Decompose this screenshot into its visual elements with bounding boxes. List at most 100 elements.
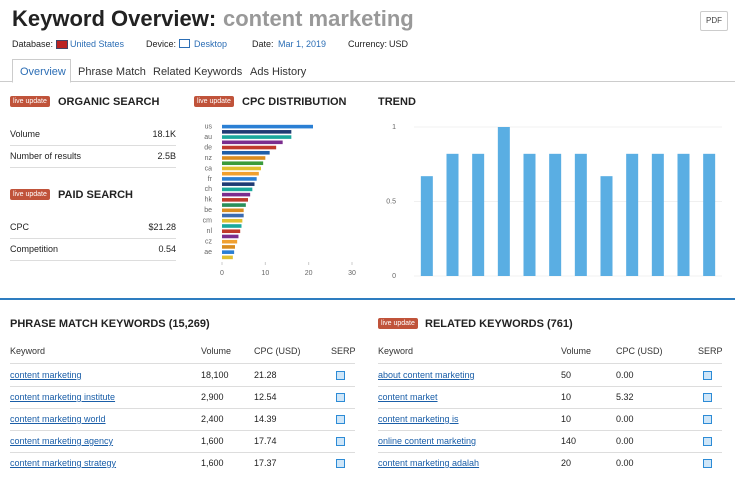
section-title: PHRASE MATCH KEYWORDS (15,269) xyxy=(10,318,210,330)
bar xyxy=(222,182,255,186)
cell: 5.32 xyxy=(616,392,634,402)
cell: 0.00 xyxy=(616,414,634,424)
cell: 17.37 xyxy=(254,458,277,468)
trend-chart: 00.51 xyxy=(386,124,722,280)
filter-value[interactable]: Mar 1, 2019 xyxy=(278,39,327,49)
filter-value[interactable]: United States xyxy=(70,39,125,49)
bar xyxy=(497,127,510,276)
keyword-link[interactable]: content marketing xyxy=(10,370,82,380)
row-divider xyxy=(378,408,722,409)
bar xyxy=(222,187,253,192)
bar xyxy=(446,153,459,276)
column-header: Keyword xyxy=(378,346,414,356)
keyword-link[interactable]: content marketing world xyxy=(10,414,106,424)
cell: 1,600 xyxy=(201,436,224,446)
bar xyxy=(222,192,251,197)
serp-icon[interactable] xyxy=(336,415,345,424)
metric-value: 0.54 xyxy=(158,244,176,254)
bar xyxy=(222,255,233,260)
metric-label: Number of results xyxy=(10,151,82,161)
y-tick-label: cm xyxy=(203,218,213,225)
bar xyxy=(222,156,266,160)
cell: 0.00 xyxy=(616,458,634,468)
bar xyxy=(523,153,536,276)
serp-icon[interactable] xyxy=(703,437,712,446)
cell: 21.28 xyxy=(254,370,277,380)
bar xyxy=(677,153,690,276)
bar xyxy=(420,176,433,276)
keyword: content marketing xyxy=(223,6,414,31)
cell: 1,600 xyxy=(201,458,224,468)
bar xyxy=(574,153,587,276)
keyword-link[interactable]: content marketing strategy xyxy=(10,458,117,468)
serp-icon[interactable] xyxy=(703,371,712,380)
badge: live update xyxy=(378,318,418,329)
bar xyxy=(222,245,235,249)
serp-icon[interactable] xyxy=(336,393,345,402)
keyword-link[interactable]: content marketing is xyxy=(378,414,459,424)
serp-icon[interactable] xyxy=(703,459,712,468)
row-divider xyxy=(10,452,355,453)
metric-value: 18.1K xyxy=(152,129,176,139)
keyword-link[interactable]: online content marketing xyxy=(378,436,477,446)
column-header: Keyword xyxy=(10,346,46,356)
keyword-link[interactable]: content marketing agency xyxy=(10,436,114,446)
keyword-link[interactable]: content marketing institute xyxy=(10,392,116,402)
keyword-link[interactable]: about content marketing xyxy=(378,370,475,380)
pdf-button[interactable]: PDF xyxy=(700,11,728,31)
tab[interactable]: Ads History xyxy=(250,66,307,78)
bar xyxy=(222,224,242,228)
serp-icon[interactable] xyxy=(703,415,712,424)
keyword-link[interactable]: content marketing adalah xyxy=(378,458,480,468)
cell: 2,900 xyxy=(201,392,224,402)
y-tick-label: de xyxy=(204,144,212,151)
filter-label: Date: xyxy=(252,39,274,49)
active-tab[interactable] xyxy=(12,59,71,83)
y-tick-label: us xyxy=(205,123,213,130)
row-divider xyxy=(10,238,176,239)
serp-icon[interactable] xyxy=(336,371,345,380)
bar xyxy=(222,218,243,223)
row-divider xyxy=(10,386,355,387)
bar xyxy=(600,176,613,276)
section-divider xyxy=(0,298,735,300)
badge: live update xyxy=(194,96,234,107)
row-divider xyxy=(378,452,722,453)
bar xyxy=(222,161,264,166)
column-header: SERP xyxy=(698,346,723,356)
bar xyxy=(222,250,235,254)
cell: 2,400 xyxy=(201,414,224,424)
filter-value[interactable]: Desktop xyxy=(194,39,228,49)
tab[interactable]: Phrase Match xyxy=(78,66,146,78)
bar xyxy=(222,145,277,150)
monitor-icon xyxy=(179,39,190,48)
serp-icon[interactable] xyxy=(336,459,345,468)
metric-value: 2.5B xyxy=(157,151,176,161)
x-tick-label: 0 xyxy=(220,270,224,277)
tab[interactable]: Related Keywords xyxy=(153,66,243,78)
serp-icon[interactable] xyxy=(703,393,712,402)
bar xyxy=(222,234,239,239)
keyword-link[interactable]: content market xyxy=(378,392,438,402)
section-title: RELATED KEYWORDS (761) xyxy=(425,318,573,330)
serp-icon[interactable] xyxy=(336,437,345,446)
bar xyxy=(222,203,246,207)
bar xyxy=(222,239,238,244)
row-divider xyxy=(10,430,355,431)
y-tick-label: ch xyxy=(205,186,213,193)
cell: 0.00 xyxy=(616,370,634,380)
section-title: CPC DISTRIBUTION xyxy=(242,96,347,108)
y-tick-label: au xyxy=(204,134,212,141)
bar xyxy=(222,140,283,145)
cell: 0.00 xyxy=(616,436,634,446)
cell: 10 xyxy=(561,392,572,402)
filter-label: Database: xyxy=(12,39,54,49)
tab[interactable]: Overview xyxy=(20,66,66,78)
bar xyxy=(222,213,244,218)
cell: 12.54 xyxy=(254,392,277,402)
cell: 14.39 xyxy=(254,414,277,424)
y-tick-label: nl xyxy=(207,228,213,235)
y-tick-label: fr xyxy=(208,176,213,183)
metric-label: Competition xyxy=(10,244,59,254)
